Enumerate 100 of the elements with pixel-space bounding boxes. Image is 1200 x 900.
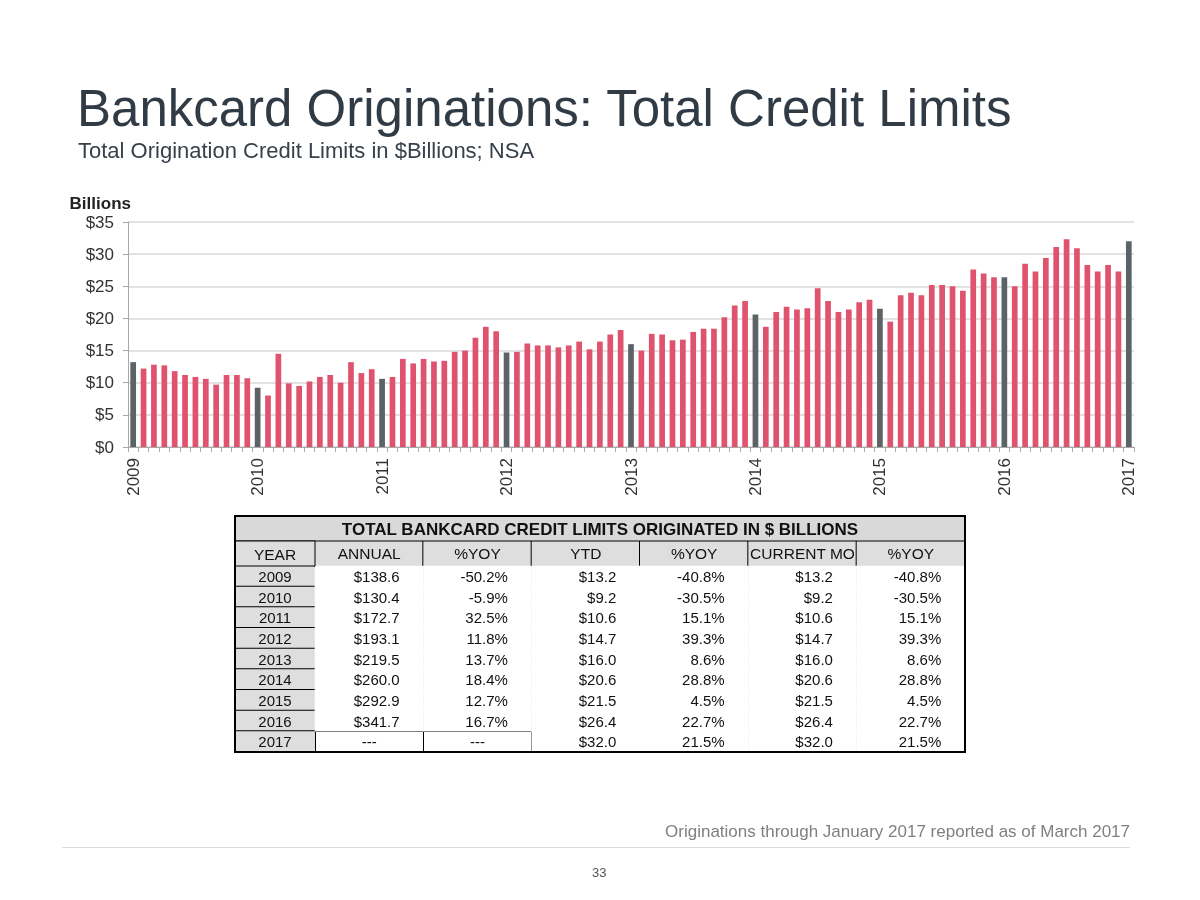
bar [182, 375, 188, 447]
data-label: $26.4 [578, 712, 617, 730]
data-label: $21.5 [795, 691, 833, 709]
text: 33 [592, 865, 607, 881]
bar [607, 334, 614, 447]
bar [928, 285, 935, 447]
y-tick-label: $10 [85, 373, 114, 393]
data-label: $16.0 [795, 650, 833, 668]
bar [680, 339, 686, 447]
data-label: 11.8% [466, 629, 508, 647]
y-axis-title: Billions [69, 194, 131, 213]
data-label: $292.9 [353, 691, 400, 709]
data-label: 39.3% [682, 629, 725, 647]
data-label: 28.8% [682, 671, 725, 689]
data-label: -5.9% [468, 588, 508, 606]
y-tick-label: $0 [95, 437, 114, 457]
bar [545, 345, 551, 447]
bar [482, 326, 489, 447]
data-label: -50.2% [460, 567, 508, 585]
bar [794, 309, 800, 447]
bar [856, 302, 863, 447]
data-label: $13.2 [578, 567, 617, 585]
bar [171, 371, 178, 447]
data-label: 8.6% [690, 650, 725, 668]
x-tick-label: %YOY [887, 545, 935, 562]
bar [804, 308, 811, 447]
bar [451, 351, 458, 447]
data-label: -30.5% [677, 588, 725, 606]
bar [773, 312, 780, 447]
data-label: 22.7% [682, 712, 725, 730]
data-label: $219.5 [353, 650, 400, 668]
data-label: $14.7 [578, 629, 617, 647]
bar [130, 362, 137, 447]
bar [368, 369, 375, 447]
data-label: -40.8% [677, 567, 725, 585]
data-label: $26.4 [795, 712, 833, 730]
data-label: 15.1% [898, 609, 942, 627]
text: Originations through January 2017 reported as of March 2017 [665, 822, 1130, 842]
y-tick-label: 2012 [258, 629, 292, 647]
bar [534, 345, 541, 447]
bar [960, 290, 966, 447]
bar [244, 378, 251, 447]
data-label: 8.6% [907, 650, 942, 668]
bar [1094, 271, 1101, 447]
data-label: $138.6 [353, 567, 400, 585]
bar [648, 333, 655, 447]
bar [1074, 248, 1080, 447]
bar [462, 350, 468, 447]
y-tick-label: 2016 [258, 712, 292, 730]
bar [690, 331, 697, 447]
data-label: $10.6 [578, 609, 617, 627]
bar [327, 375, 334, 447]
data-label: 21.5% [682, 733, 725, 751]
data-label: $13.2 [795, 567, 833, 585]
x-tick-label: 2012 [497, 458, 517, 496]
data-label: 18.4% [465, 671, 508, 689]
y-tick-label: $15 [85, 341, 114, 361]
y-axis-title: YEAR [253, 546, 297, 563]
bar [659, 334, 665, 447]
bar [410, 363, 417, 447]
data-label: $32.0 [795, 733, 833, 751]
bar [1011, 286, 1018, 447]
data-label: 13.7% [465, 650, 508, 668]
bar [151, 364, 157, 447]
y-tick-label: 2015 [258, 691, 292, 709]
chart-title: TOTAL BANKCARD CREDIT LIMITS ORIGINATED IN $ BILLIONS [341, 520, 859, 539]
data-label: $193.1 [353, 629, 400, 647]
bar [939, 285, 945, 447]
data-label: $172.7 [353, 609, 400, 627]
bar [991, 277, 997, 447]
x-tick-label: 2009 [123, 458, 143, 496]
bar [762, 326, 769, 447]
bar [1042, 258, 1049, 447]
chart-title: Bankcard Originations: Total Credit Limits [77, 80, 1012, 139]
y-tick-label: 2017 [258, 733, 292, 751]
bar [721, 317, 728, 447]
bar [431, 361, 437, 447]
x-tick-label: %YOY [454, 545, 501, 562]
data-label: $20.6 [578, 671, 617, 689]
x-tick-label: 2016 [994, 458, 1014, 496]
bar [441, 360, 448, 447]
bar [1084, 265, 1091, 447]
data-label: -30.5% [893, 588, 942, 606]
y-tick-label: 2013 [258, 650, 292, 668]
data-label: 4.5% [907, 691, 942, 709]
text: --- [361, 733, 377, 751]
y-tick-label: $35 [85, 212, 114, 232]
data-label: $32.0 [578, 733, 617, 751]
x-tick-label: 2011 [372, 458, 392, 495]
bar [845, 309, 852, 447]
bar [524, 343, 531, 447]
bar [597, 341, 603, 447]
bar [628, 344, 634, 447]
data-label: 15.1% [682, 609, 725, 627]
y-tick-label: $30 [85, 244, 114, 264]
y-tick-label: $20 [85, 308, 114, 328]
data-label: 21.5% [898, 733, 942, 751]
data-label: $16.0 [578, 650, 617, 668]
bar [161, 365, 168, 447]
x-tick-label: 2013 [621, 458, 641, 496]
